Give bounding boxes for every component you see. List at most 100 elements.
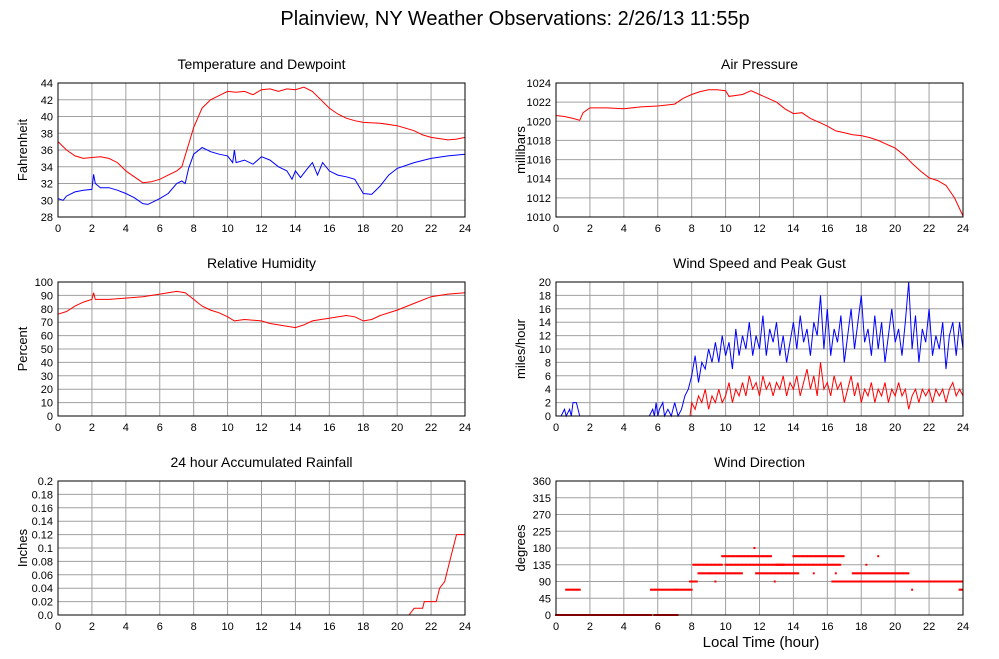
y-tick-label: 45: [539, 593, 551, 605]
data-point: [721, 555, 724, 558]
data-point: [756, 555, 759, 558]
data-point: [829, 555, 832, 558]
data-point: [569, 588, 572, 591]
data-point: [843, 580, 846, 583]
data-point: [859, 580, 862, 583]
data-point: [725, 572, 728, 575]
x-tick-label: 8: [689, 422, 695, 434]
x-tick-label: 6: [157, 621, 163, 633]
data-point: [654, 588, 657, 591]
data-point: [770, 555, 773, 558]
data-point: [768, 555, 771, 558]
y-tick-label: 1012: [527, 193, 551, 205]
data-point: [651, 588, 654, 591]
data-point: [831, 580, 834, 583]
y-tick-label: 50: [41, 344, 53, 356]
data-point: [806, 563, 809, 566]
data-point: [772, 563, 775, 566]
data-point: [912, 580, 915, 583]
data-point: [776, 572, 779, 575]
x-tick-label: 18: [357, 621, 369, 633]
data-point: [732, 555, 735, 558]
x-tick-label: 10: [719, 223, 731, 235]
x-axis-label: Local Time (hour): [702, 634, 820, 651]
page-title: Plainview, NY Weather Observations: 2/26…: [280, 8, 750, 30]
data-point: [943, 580, 946, 583]
data-point: [685, 588, 688, 591]
data-point: [722, 555, 725, 558]
data-point: [865, 580, 868, 583]
data-point: [725, 563, 728, 566]
data-point: [947, 580, 950, 583]
data-point: [940, 580, 943, 583]
x-tick-label: 10: [719, 621, 731, 633]
data-point: [727, 563, 730, 566]
data-point: [904, 572, 907, 575]
y-tick-label: 180: [533, 543, 551, 555]
chart-title: 24 hour Accumulated Rainfall: [170, 454, 352, 470]
data-point: [720, 572, 723, 575]
data-point: [760, 572, 763, 575]
data-point: [740, 572, 743, 575]
data-point: [739, 563, 742, 566]
data-point: [573, 588, 576, 591]
data-point: [873, 580, 876, 583]
data-point: [836, 580, 839, 583]
data-point: [571, 588, 574, 591]
data-point: [961, 580, 964, 583]
data-point: [853, 580, 856, 583]
data-point: [809, 563, 812, 566]
x-tick-label: 10: [221, 223, 233, 235]
data-point: [795, 572, 798, 575]
data-point: [812, 572, 815, 575]
x-tick-label: 0: [55, 621, 61, 633]
data-point: [854, 572, 857, 575]
data-point: [884, 572, 887, 575]
plot-frame: [555, 82, 964, 218]
data-point: [658, 588, 661, 591]
data-point: [664, 588, 667, 591]
data-point: [762, 563, 765, 566]
y-tick-label: 0: [545, 610, 551, 622]
x-tick-label: 22: [923, 422, 935, 434]
x-tick-label: 0: [553, 422, 559, 434]
data-point: [888, 580, 891, 583]
data-point: [696, 563, 699, 566]
data-point: [942, 580, 945, 583]
y-tick-label: 1022: [527, 97, 551, 109]
data-point: [723, 572, 726, 575]
data-point: [804, 555, 807, 558]
data-point: [832, 580, 835, 583]
data-point: [951, 580, 954, 583]
data-point: [783, 572, 786, 575]
data-point: [700, 563, 703, 566]
data-point: [656, 588, 659, 591]
data-point: [787, 572, 790, 575]
data-point: [688, 580, 691, 583]
data-point: [795, 563, 798, 566]
data-point: [872, 572, 875, 575]
y-axis-label: miles/hour: [513, 318, 528, 379]
data-point: [955, 580, 958, 583]
data-point: [714, 563, 717, 566]
x-tick-label: 2: [587, 223, 593, 235]
data-point: [822, 563, 825, 566]
data-point: [863, 572, 866, 575]
data-point: [753, 555, 756, 558]
y-tick-label: 70: [41, 317, 53, 329]
data-point: [763, 555, 766, 558]
y-tick-label: 360: [533, 476, 551, 488]
data-point: [761, 572, 764, 575]
x-tick-label: 0: [55, 422, 61, 434]
data-point: [881, 572, 884, 575]
data-point: [908, 580, 911, 583]
y-tick-label: 8: [545, 357, 551, 369]
data-point: [574, 588, 577, 591]
data-point: [821, 563, 824, 566]
data-point: [741, 555, 744, 558]
y-tick-label: 0: [545, 411, 551, 423]
y-tick-label: 42: [41, 95, 53, 107]
data-point: [869, 572, 872, 575]
plot-frame: [57, 281, 466, 417]
data-point: [904, 580, 907, 583]
